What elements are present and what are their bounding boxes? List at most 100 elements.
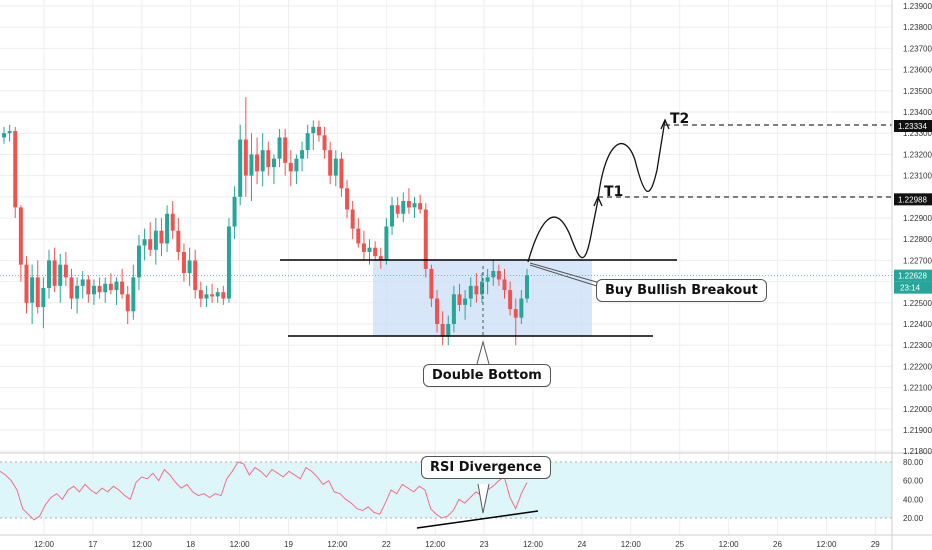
- candle-body: [277, 137, 282, 159]
- candle-body: [384, 226, 389, 261]
- price-tick-label: 1.23500: [903, 87, 932, 96]
- rsi-series-line: [0, 461, 528, 521]
- candle-body: [136, 245, 141, 278]
- candles: [2, 97, 529, 346]
- candle-body: [91, 285, 96, 295]
- candle-body: [412, 203, 417, 208]
- price-tick-label: 1.23700: [903, 44, 932, 53]
- price-tick-label: 1.22700: [903, 256, 932, 265]
- time-tick-label: 12:00: [621, 540, 642, 549]
- price-tick-label: 1.21900: [903, 426, 932, 435]
- candle-body: [513, 309, 518, 318]
- candle-body: [440, 324, 445, 337]
- candle-body: [165, 213, 170, 244]
- breakout-pointer-2: [529, 264, 601, 288]
- candle-body: [294, 158, 299, 172]
- time-tick-label: 23: [480, 540, 489, 549]
- candle-body: [86, 279, 91, 295]
- candle-body: [238, 139, 243, 197]
- time-tick-label: 12:00: [132, 540, 153, 549]
- candle-body: [339, 158, 344, 189]
- candle-body: [390, 205, 395, 227]
- candle-body: [311, 126, 316, 134]
- candle-body: [316, 126, 321, 136]
- candle-body: [305, 133, 310, 151]
- candle-body: [418, 203, 423, 210]
- candle-body: [401, 201, 406, 214]
- time-tick-label: 25: [675, 540, 684, 549]
- time-tick-label: 18: [186, 540, 195, 549]
- candle-body: [356, 228, 361, 244]
- candle-body: [148, 239, 153, 250]
- candle-body: [46, 260, 51, 288]
- rsi-axis: 80.00 60.00 40.00 20.00: [903, 458, 924, 523]
- candle-body: [131, 277, 136, 312]
- price-tick-label: 1.23800: [903, 23, 932, 32]
- time-tick-label: 12:00: [327, 540, 348, 549]
- double-bottom-pointer: [476, 340, 490, 365]
- t1-price-tag-text: 1.22988: [898, 195, 927, 204]
- time-tick-label: 17: [88, 540, 97, 549]
- time-tick-label: 24: [577, 540, 586, 549]
- candle-body: [519, 298, 524, 318]
- time-tick-label: 12:00: [425, 540, 446, 549]
- candle-body: [463, 298, 468, 305]
- time-tick-label: 12:00: [719, 540, 740, 549]
- time-tick-label: 19: [284, 540, 293, 549]
- candle-body: [63, 264, 68, 278]
- price-tick-label: 1.22500: [903, 299, 932, 308]
- price-tick-label: 1.22000: [903, 405, 932, 414]
- candle-body: [80, 279, 85, 286]
- time-tick-label: 22: [382, 540, 391, 549]
- breakout-callout: Buy Bullish Breakout: [596, 279, 767, 302]
- grid: [0, 0, 892, 535]
- candle-body: [7, 131, 12, 134]
- candle-body: [58, 264, 63, 286]
- price-tick-label: 1.23300: [903, 129, 932, 138]
- candle-body: [215, 292, 220, 297]
- candle-body: [30, 277, 35, 303]
- candle-body: [474, 285, 479, 295]
- price-tick-label: 1.22200: [903, 362, 932, 371]
- price-tick-label: 1.22800: [903, 235, 932, 244]
- rsi-divergence-callout: RSI Divergence: [421, 456, 551, 479]
- candle-body: [69, 277, 74, 299]
- time-tick-label: 29: [871, 540, 880, 549]
- t2-price-tag: [894, 119, 932, 132]
- candle-body: [187, 260, 192, 274]
- candle-body: [502, 279, 507, 291]
- time-axis: 12:00 17 12:00 18 12:00 19 12:00 22 12:00 23 12:00…: [34, 540, 880, 549]
- candle-body: [406, 201, 411, 208]
- candle-body: [18, 207, 23, 265]
- candle-body: [249, 154, 254, 176]
- candle-body: [266, 150, 271, 168]
- price-tick-label: 1.23400: [903, 108, 932, 117]
- t2-price-tag-text: 1.23334: [898, 122, 927, 131]
- t1-price-tag: [894, 193, 932, 206]
- candle-body: [120, 281, 125, 295]
- candle-body: [204, 294, 209, 299]
- candle-body: [75, 285, 80, 299]
- candle-body: [361, 243, 366, 252]
- time-tick-label: 12:00: [523, 540, 544, 549]
- candle-body: [210, 294, 215, 297]
- candle-body: [226, 226, 231, 299]
- rsi-tick-label: 20.00: [903, 514, 924, 523]
- rsi-divergence-pointer: [477, 483, 490, 514]
- candle-body: [367, 247, 372, 252]
- candle-body: [328, 150, 333, 176]
- rsi-tick-label: 60.00: [903, 477, 924, 486]
- candle-body: [170, 213, 175, 231]
- candle-body: [283, 137, 288, 163]
- candle-body: [491, 271, 496, 278]
- candle-body: [485, 277, 490, 282]
- rsi-tick-label: 80.00: [903, 458, 924, 467]
- candle-body: [457, 294, 462, 305]
- candle-body: [373, 247, 378, 257]
- candle-body: [271, 158, 276, 168]
- price-tick-label: 1.22100: [903, 384, 932, 393]
- candle-body: [13, 131, 18, 208]
- candle-body: [103, 283, 108, 293]
- price-tick-label: 1.23100: [903, 172, 932, 181]
- double-bottom-callout: Double Bottom: [423, 364, 551, 387]
